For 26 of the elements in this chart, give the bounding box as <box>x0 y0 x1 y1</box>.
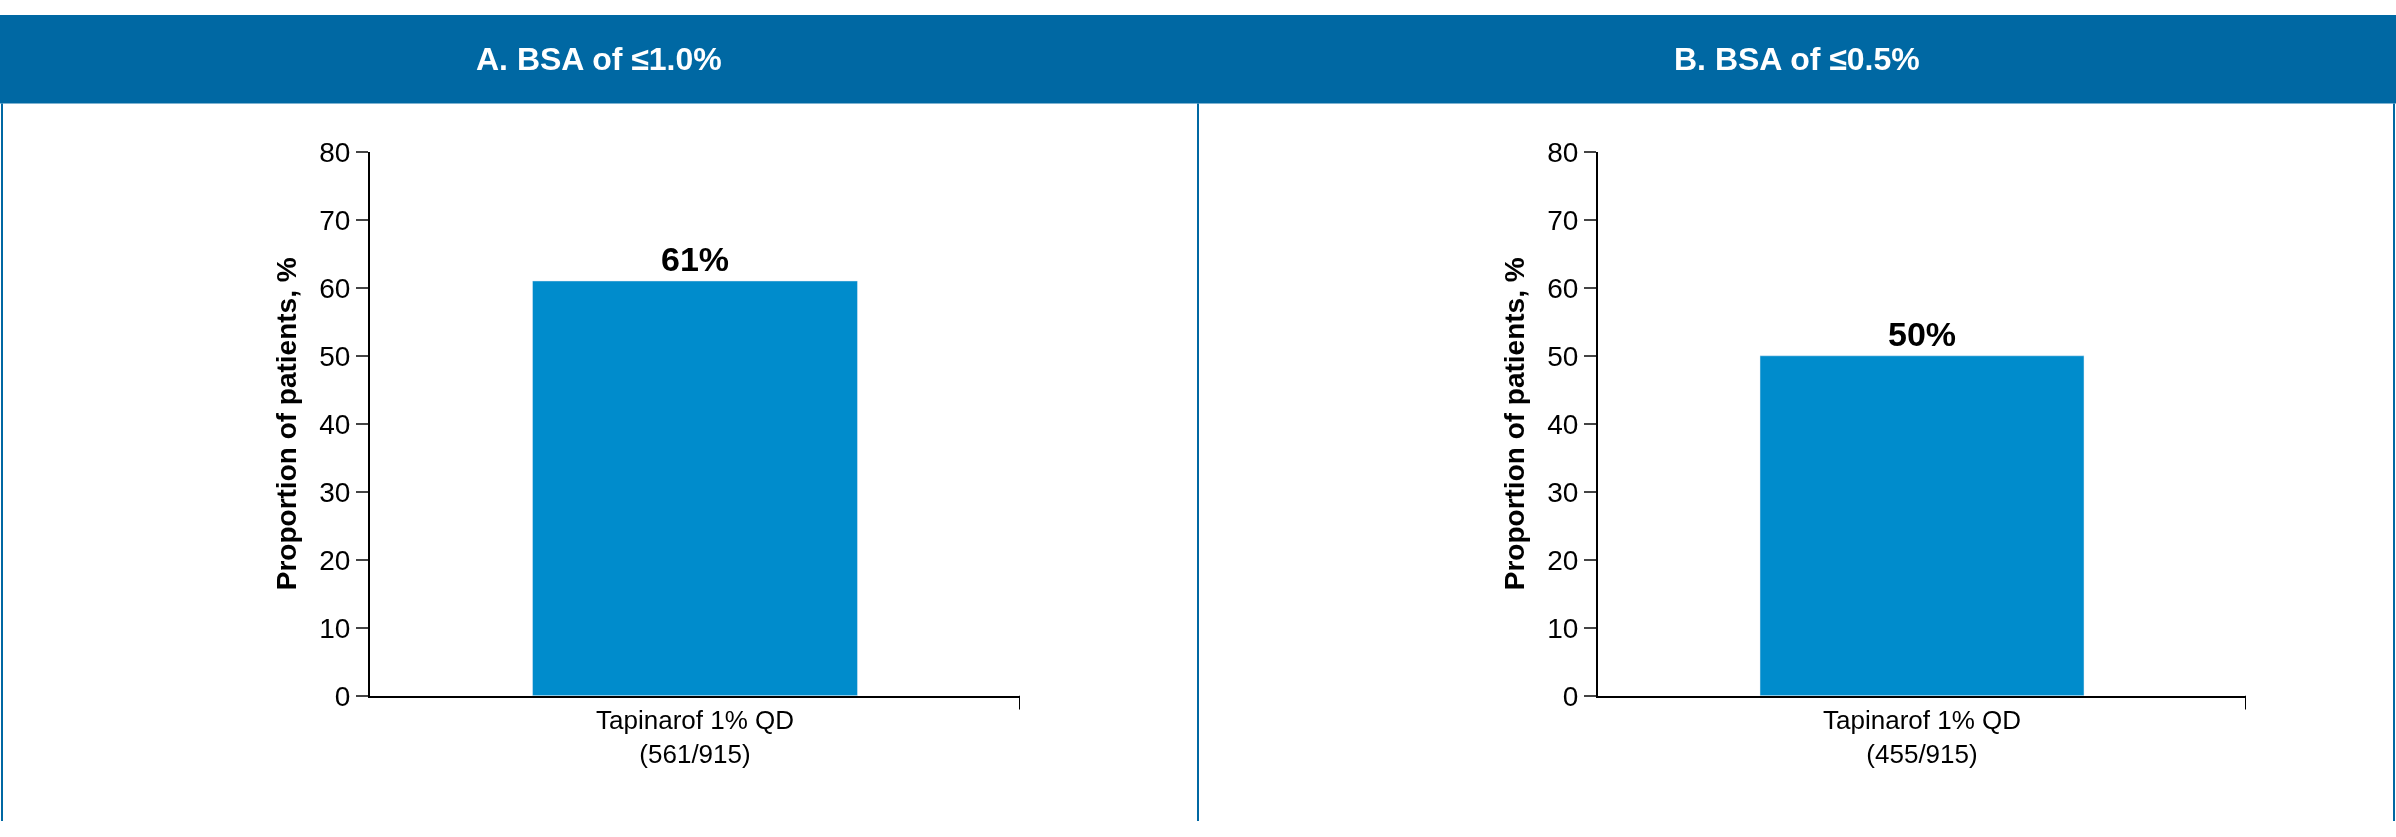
y-tick-label: 30 <box>1547 476 1579 508</box>
y-tick-label: 10 <box>319 612 351 644</box>
y-tick-label: 50 <box>1547 340 1579 372</box>
chart-title: A. BSA of ≤1.0% <box>476 41 722 77</box>
y-tick-label: 40 <box>319 408 351 440</box>
y-tick-label: 10 <box>1547 612 1579 644</box>
y-tick-label: 0 <box>1562 680 1579 712</box>
y-tick-label: 70 <box>1547 204 1579 236</box>
x-tick-label: Tapinarof 1% QD (561/915) <box>596 705 794 769</box>
y-axis-title: Proportion of patients, % <box>271 257 303 591</box>
y-tick-label: 20 <box>1547 544 1579 576</box>
y-tick-label: 80 <box>1547 136 1579 168</box>
data-label: 61% <box>660 239 730 278</box>
x-tick-label: Tapinarof 1% QD (455/915) <box>1823 705 2021 769</box>
y-tick-label: 0 <box>334 680 351 712</box>
data-label: 50% <box>1887 314 1957 353</box>
chart-title: B. BSA of ≤0.5% <box>1674 41 1920 77</box>
y-tick-label: 30 <box>319 476 351 508</box>
y-tick-label: 20 <box>319 544 351 576</box>
y-tick-label: 60 <box>1547 272 1579 304</box>
y-tick-label: 50 <box>319 340 351 372</box>
y-tick-label: 60 <box>319 272 351 304</box>
y-tick-label: 40 <box>1547 408 1579 440</box>
y-axis-title: Proportion of patients, % <box>1499 257 1531 591</box>
y-tick-label: 70 <box>319 204 351 236</box>
y-tick-label: 80 <box>319 136 351 168</box>
